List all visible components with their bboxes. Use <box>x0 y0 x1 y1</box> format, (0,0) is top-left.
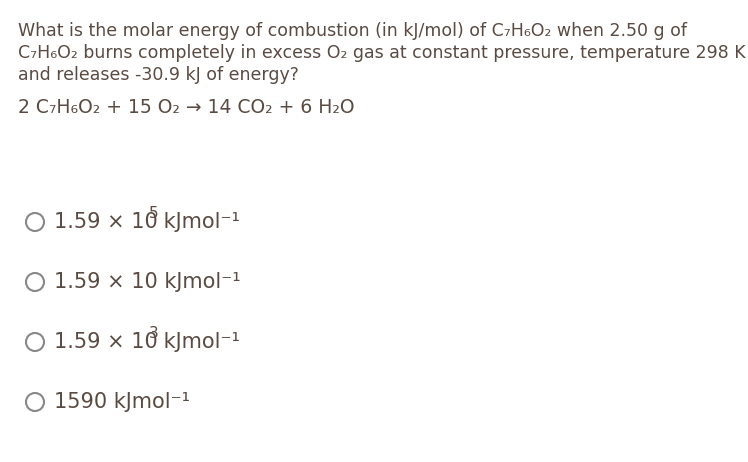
Text: 2 C₇H₆O₂ + 15 O₂ → 14 CO₂ + 6 H₂O: 2 C₇H₆O₂ + 15 O₂ → 14 CO₂ + 6 H₂O <box>18 98 355 117</box>
Text: 1590 kJmol⁻¹: 1590 kJmol⁻¹ <box>54 392 190 412</box>
Text: kJmol⁻¹: kJmol⁻¹ <box>157 212 240 232</box>
Text: and releases -30.9 kJ of energy?: and releases -30.9 kJ of energy? <box>18 66 299 84</box>
Text: 1.59 × 10: 1.59 × 10 <box>54 212 158 232</box>
Text: 3: 3 <box>149 326 159 340</box>
Text: 1.59 × 10 kJmol⁻¹: 1.59 × 10 kJmol⁻¹ <box>54 272 241 292</box>
Text: kJmol⁻¹: kJmol⁻¹ <box>157 332 240 352</box>
Text: What is the molar energy of combustion (in kJ/mol) of C₇H₆O₂ when 2.50 g of: What is the molar energy of combustion (… <box>18 22 687 40</box>
Text: 5: 5 <box>149 206 159 220</box>
Text: 1.59 × 10: 1.59 × 10 <box>54 332 158 352</box>
Text: C₇H₆O₂ burns completely in excess O₂ gas at constant pressure, temperature 298 K: C₇H₆O₂ burns completely in excess O₂ gas… <box>18 44 746 62</box>
